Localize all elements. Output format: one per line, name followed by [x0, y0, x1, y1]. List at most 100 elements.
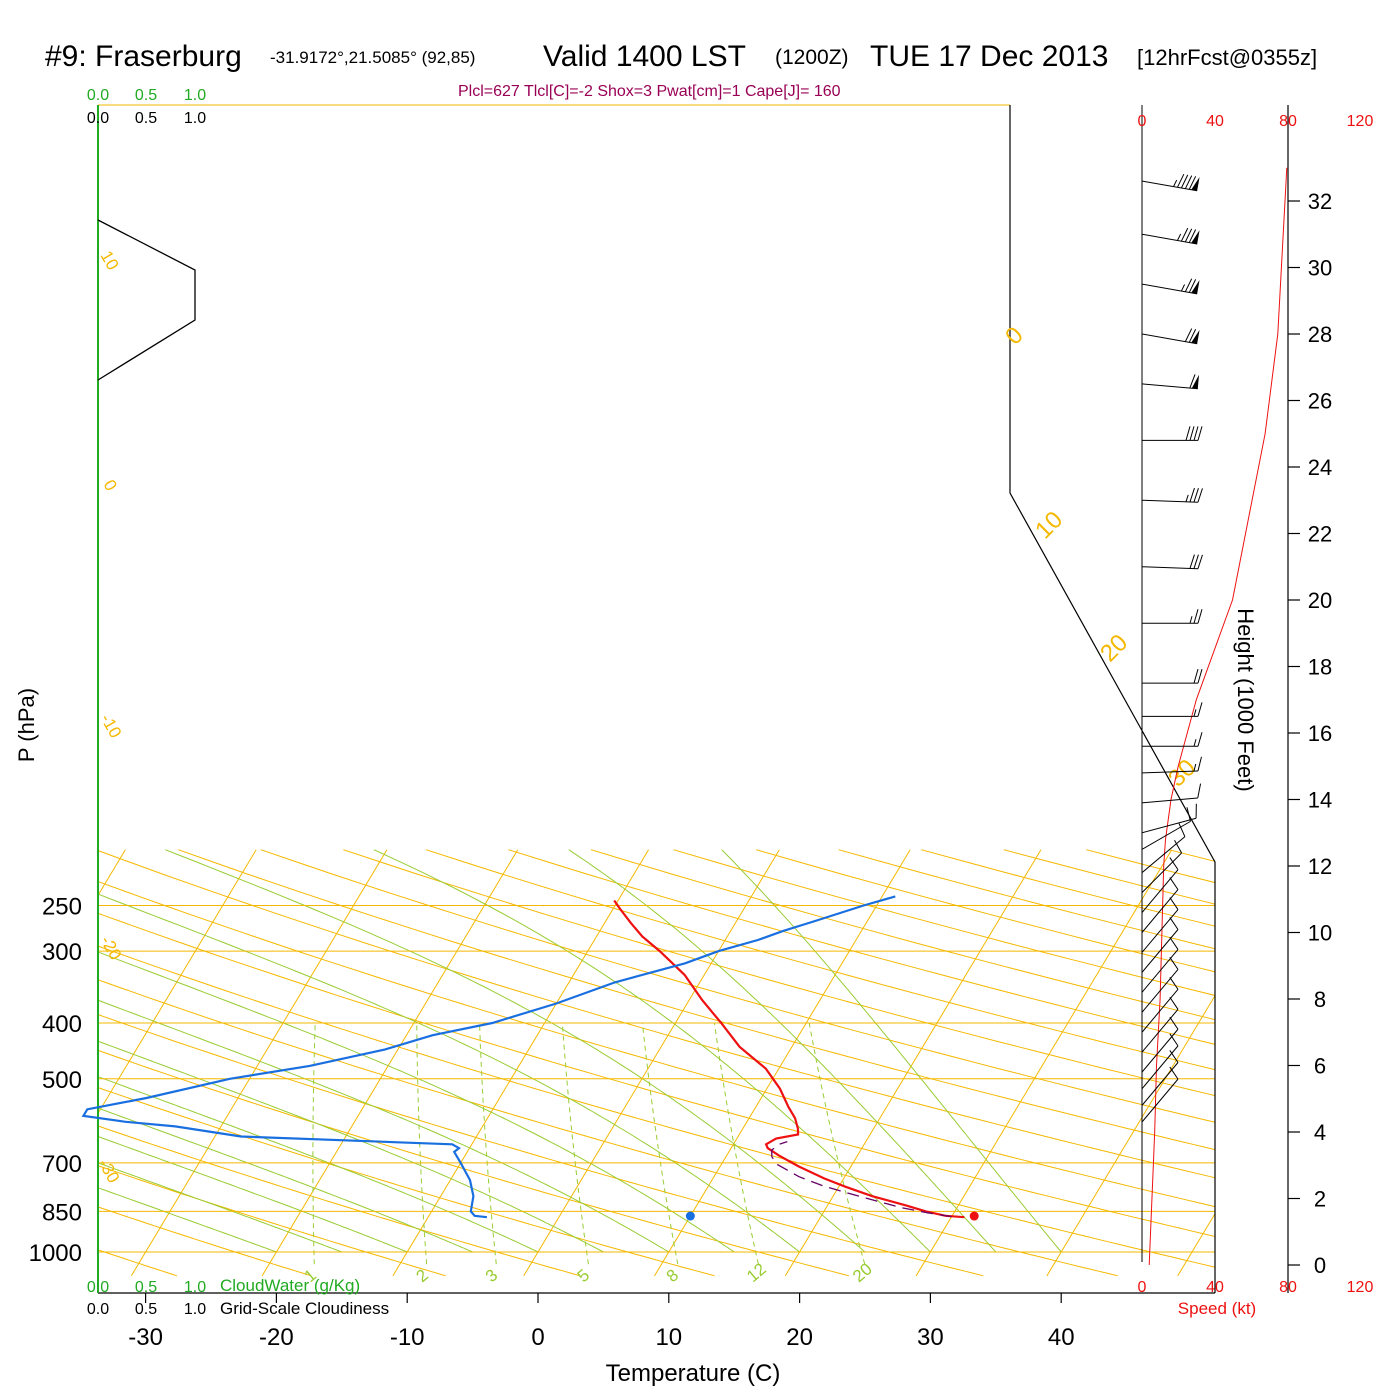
- dry-adiabat-line: [0, 850, 42, 1276]
- stability-indices: Plcl=627 Tlcl[C]=-2 Shox=3 Pwat[cm]=1 Ca…: [458, 83, 841, 100]
- speed-tick-top: 0: [1138, 113, 1147, 130]
- wind-barb: [1142, 668, 1203, 684]
- pressure-tick-label: 500: [42, 1067, 82, 1094]
- wind-barb: [1141, 783, 1202, 804]
- mixing-ratio-label: 2: [412, 1265, 431, 1286]
- mixing-ratio-line: [312, 1022, 316, 1265]
- wind-barb: [1141, 487, 1203, 503]
- pressure-tick-label: 400: [42, 1011, 82, 1038]
- height-tick-label: 24: [1308, 455, 1332, 480]
- wind-barb: [1141, 554, 1203, 570]
- moist-adiabat-line: [98, 849, 800, 1253]
- isotherm-label: 30: [1163, 754, 1201, 792]
- pressure-axis-title: P (hPa): [14, 688, 39, 762]
- moist-adiabat-line: [721, 849, 1062, 1253]
- isotherm-line: [98, 849, 257, 1277]
- height-tick-label: 12: [1308, 854, 1332, 879]
- cloudiness-tick-top: 0.5: [135, 110, 157, 127]
- isotherm-line: [784, 849, 1042, 1277]
- wind-barb: [1141, 328, 1200, 345]
- dry-adiabat-line: [98, 849, 581, 1277]
- dry-adiabat-line: [98, 849, 1215, 1277]
- isotherm-label: 20: [1095, 629, 1133, 667]
- temperature-tick-label: -20: [259, 1324, 294, 1351]
- cloudiness-tick-bottom: 0.0: [87, 1301, 109, 1318]
- mixing-ratio-line: [479, 1022, 497, 1265]
- height-tick-label: 10: [1308, 921, 1332, 946]
- dry-adiabat-line: [98, 849, 1215, 1277]
- dry-adiabat-line: [673, 849, 1215, 1277]
- mixing-ratio-line: [808, 1022, 866, 1265]
- dry-adiabat-line: [343, 849, 1215, 1277]
- dry-adiabat-line: [1168, 849, 1215, 1277]
- dry-adiabat-line: [260, 849, 1215, 1277]
- cloudwater-tick-top: 0.0: [87, 87, 109, 104]
- dry-adiabat-line: [98, 849, 1215, 1277]
- height-tick-label: 4: [1314, 1120, 1326, 1145]
- wind-barb: [1141, 1050, 1179, 1106]
- cloudwater-axis-title: CloudWater (g/Kg): [220, 1276, 360, 1295]
- dry-adiabat-line: [178, 849, 1215, 1277]
- mixing-ratio-label: 3: [482, 1265, 501, 1286]
- dry-adiabat-line: [98, 849, 715, 1277]
- dry-adiabat-line: [98, 849, 178, 1277]
- moist-adiabat-line: [98, 849, 735, 1253]
- wind-barb: [1142, 426, 1203, 441]
- wind-barb: [1141, 977, 1179, 1033]
- isotherm-label: 0: [1000, 322, 1029, 351]
- wind-barb: [1142, 702, 1203, 717]
- isotherm-label: 10: [97, 248, 123, 274]
- surface-dewpoint-dot: [685, 1211, 695, 1221]
- forecast-label: [12hrFcst@0355z]: [1137, 45, 1318, 70]
- cloudiness-axis-title: Grid-Scale Cloudiness: [220, 1299, 389, 1318]
- isotherm-label: -10: [97, 711, 126, 742]
- dry-adiabat-line: [98, 849, 1215, 1277]
- pressure-tick-label: 850: [42, 1199, 82, 1226]
- height-tick-label: 16: [1308, 721, 1332, 746]
- cloudiness-tick-top: 1.0: [184, 110, 206, 127]
- cloudwater-tick-top: 0.5: [135, 87, 157, 104]
- temperature-axis-title: Temperature (C): [606, 1360, 781, 1387]
- mixing-ratio-line: [641, 1022, 679, 1265]
- isotherm-line: [261, 849, 519, 1277]
- parcel-line: [771, 1140, 952, 1218]
- moist-adiabat-line: [165, 849, 866, 1253]
- height-axis-title: Height (1000 Feet): [1233, 608, 1258, 791]
- speed-tick-bottom: 0: [1138, 1279, 1147, 1296]
- cloudwater-tick-bottom: 1.0: [184, 1279, 206, 1296]
- speed-tick-bottom: 80: [1279, 1279, 1297, 1296]
- speed-tick-bottom: 120: [1347, 1279, 1374, 1296]
- isotherm-line: [915, 849, 1173, 1277]
- wind-barb: [1141, 937, 1179, 993]
- wind-panel: [1141, 167, 1288, 1266]
- valid-zulu: (1200Z): [775, 46, 849, 69]
- temperature-tick-label: 20: [786, 1324, 813, 1351]
- speed-tick-bottom: 40: [1206, 1279, 1224, 1296]
- moist-adiabat-line: [98, 849, 342, 1253]
- wind-barb: [1141, 756, 1202, 774]
- isotherm-line: [392, 849, 649, 1277]
- wind-barb: [1141, 803, 1197, 834]
- dry-adiabat-line: [1334, 850, 1400, 1276]
- wind-barb: [1141, 823, 1186, 874]
- temperature-tick-label: 10: [655, 1324, 682, 1351]
- cloudwater-tick-top: 1.0: [184, 87, 206, 104]
- wind-barb: [1141, 807, 1191, 850]
- dry-adiabat-line: [98, 849, 446, 1277]
- mixing-ratio-label: 12: [743, 1259, 770, 1286]
- dry-adiabat-line: [1003, 849, 1215, 1277]
- sounding-profiles: [81, 895, 979, 1221]
- pressure-tick-label: 300: [42, 939, 82, 966]
- height-tick-label: 8: [1314, 987, 1326, 1012]
- pressure-tick-label: 1000: [29, 1240, 82, 1267]
- dry-adiabat-line: [98, 849, 312, 1277]
- isotherm-label: -20: [97, 933, 126, 964]
- wind-barb: [1141, 278, 1200, 295]
- isotherm-lines: [98, 849, 1215, 1277]
- height-tick-label: 0: [1314, 1253, 1326, 1278]
- wind-barb: [1141, 1033, 1179, 1090]
- moist-adiabat-line: [98, 849, 277, 1253]
- height-tick-label: 18: [1308, 655, 1332, 680]
- dry-adiabat-line: [425, 849, 1215, 1277]
